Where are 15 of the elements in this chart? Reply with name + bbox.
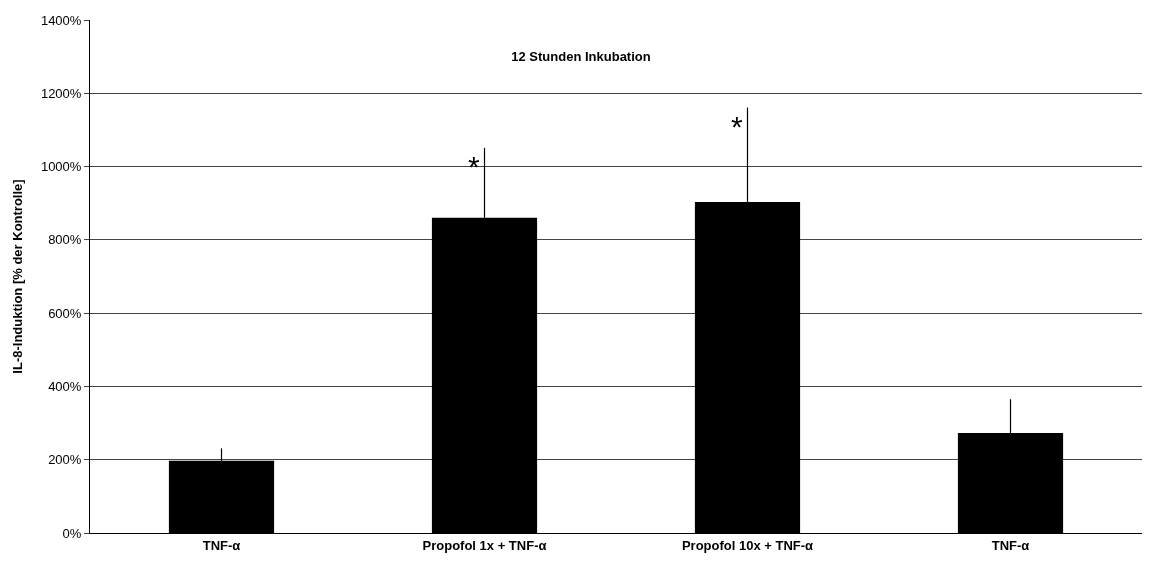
x-tick-label: Propofol 10x + TNF-α: [681, 537, 814, 553]
y-tick-label: 0%: [62, 525, 82, 541]
y-tick-label: 200%: [48, 452, 82, 468]
y-tick-label: 1400%: [40, 12, 82, 28]
x-tick-label: TNF-α: [202, 537, 241, 553]
text: 12 Stunden Inkubation: [511, 48, 651, 64]
x-tick-label: Propofol 1x + TNF-α: [422, 537, 547, 553]
y-axis-title: IL-8-Induktion [% der Kontrolle]: [9, 179, 25, 374]
x-tick-label: TNF-α: [991, 537, 1030, 553]
y-tick-label: 400%: [48, 378, 82, 394]
y-tick-label: 1000%: [40, 159, 82, 175]
y-tick-label: 800%: [48, 232, 82, 248]
y-tick-label: 600%: [48, 305, 82, 321]
annotation: *: [731, 110, 743, 143]
y-tick-label: 1200%: [40, 85, 82, 101]
